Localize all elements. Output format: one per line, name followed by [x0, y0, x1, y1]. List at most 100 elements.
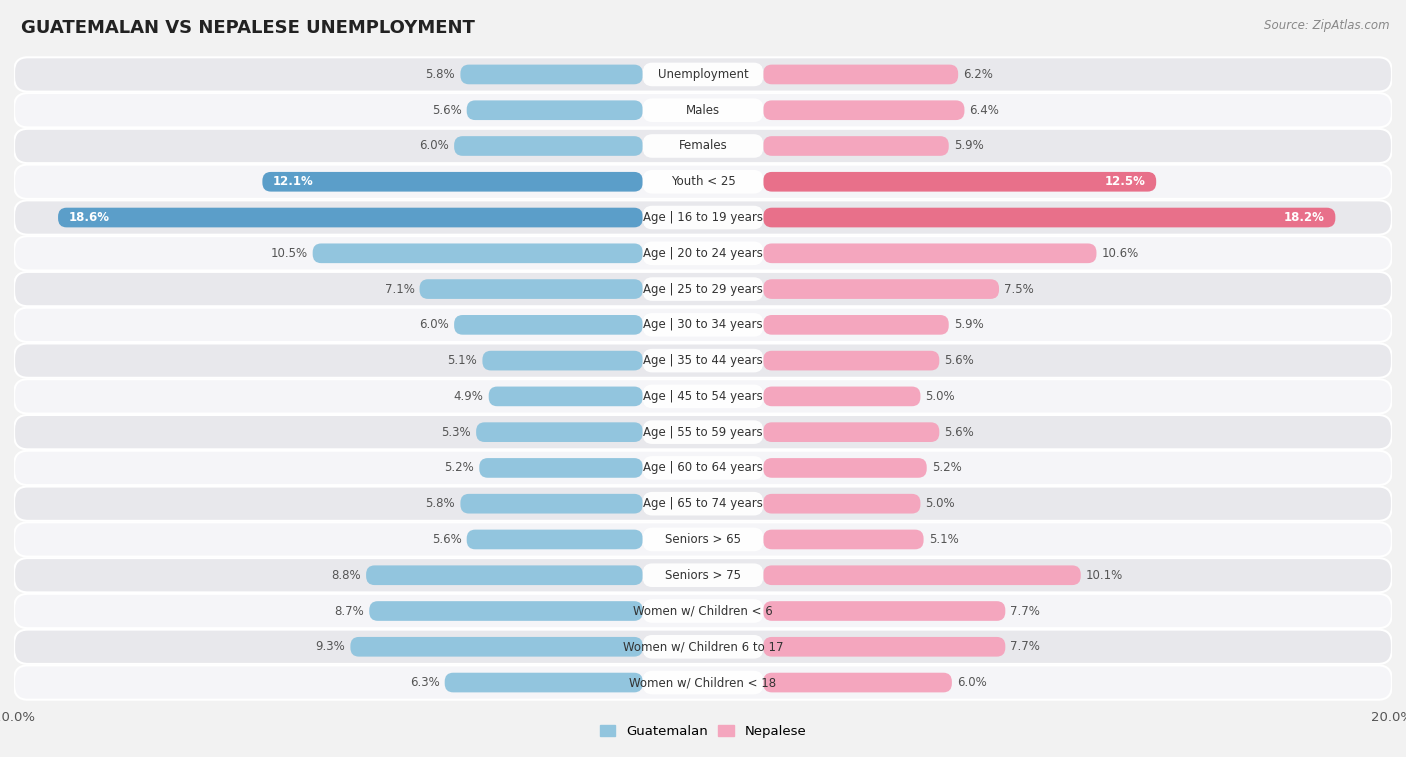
- Text: Age | 30 to 34 years: Age | 30 to 34 years: [643, 319, 763, 332]
- FancyBboxPatch shape: [14, 558, 1392, 593]
- Text: 5.1%: 5.1%: [929, 533, 959, 546]
- FancyBboxPatch shape: [643, 134, 763, 157]
- FancyBboxPatch shape: [460, 494, 643, 513]
- FancyBboxPatch shape: [643, 98, 763, 122]
- FancyBboxPatch shape: [643, 170, 763, 194]
- Text: 5.3%: 5.3%: [441, 425, 471, 438]
- FancyBboxPatch shape: [763, 64, 957, 84]
- Text: 5.9%: 5.9%: [953, 319, 984, 332]
- FancyBboxPatch shape: [14, 236, 1392, 270]
- Text: Age | 55 to 59 years: Age | 55 to 59 years: [643, 425, 763, 438]
- FancyBboxPatch shape: [763, 350, 939, 370]
- Text: Age | 16 to 19 years: Age | 16 to 19 years: [643, 211, 763, 224]
- Text: Seniors > 65: Seniors > 65: [665, 533, 741, 546]
- Text: 6.0%: 6.0%: [957, 676, 987, 689]
- Text: 5.6%: 5.6%: [945, 425, 974, 438]
- FancyBboxPatch shape: [643, 671, 763, 694]
- FancyBboxPatch shape: [643, 241, 763, 265]
- Text: 10.6%: 10.6%: [1102, 247, 1139, 260]
- Text: 5.8%: 5.8%: [426, 497, 456, 510]
- FancyBboxPatch shape: [643, 313, 763, 337]
- Text: 5.0%: 5.0%: [925, 497, 955, 510]
- FancyBboxPatch shape: [454, 315, 643, 335]
- Text: 5.6%: 5.6%: [945, 354, 974, 367]
- FancyBboxPatch shape: [643, 456, 763, 480]
- Text: Age | 25 to 29 years: Age | 25 to 29 years: [643, 282, 763, 295]
- FancyBboxPatch shape: [14, 379, 1392, 413]
- FancyBboxPatch shape: [14, 593, 1392, 628]
- Text: 5.9%: 5.9%: [953, 139, 984, 152]
- Legend: Guatemalan, Nepalese: Guatemalan, Nepalese: [595, 719, 811, 743]
- Text: 7.1%: 7.1%: [384, 282, 415, 295]
- FancyBboxPatch shape: [763, 172, 1156, 192]
- FancyBboxPatch shape: [467, 530, 643, 550]
- FancyBboxPatch shape: [14, 58, 1392, 92]
- FancyBboxPatch shape: [479, 458, 643, 478]
- FancyBboxPatch shape: [14, 93, 1392, 127]
- FancyBboxPatch shape: [14, 630, 1392, 664]
- FancyBboxPatch shape: [763, 244, 1097, 263]
- Text: 6.3%: 6.3%: [409, 676, 440, 689]
- FancyBboxPatch shape: [460, 64, 643, 84]
- Text: Source: ZipAtlas.com: Source: ZipAtlas.com: [1264, 19, 1389, 32]
- Text: 5.6%: 5.6%: [432, 533, 461, 546]
- Text: Age | 45 to 54 years: Age | 45 to 54 years: [643, 390, 763, 403]
- Text: 6.0%: 6.0%: [419, 319, 449, 332]
- Text: 18.2%: 18.2%: [1284, 211, 1324, 224]
- Text: 10.1%: 10.1%: [1085, 569, 1123, 581]
- FancyBboxPatch shape: [643, 528, 763, 551]
- FancyBboxPatch shape: [14, 665, 1392, 699]
- Text: 5.1%: 5.1%: [447, 354, 477, 367]
- FancyBboxPatch shape: [643, 492, 763, 516]
- FancyBboxPatch shape: [370, 601, 643, 621]
- Text: 5.0%: 5.0%: [925, 390, 955, 403]
- FancyBboxPatch shape: [312, 244, 643, 263]
- Text: 7.7%: 7.7%: [1011, 640, 1040, 653]
- Text: 7.7%: 7.7%: [1011, 605, 1040, 618]
- Text: 5.6%: 5.6%: [432, 104, 461, 117]
- FancyBboxPatch shape: [477, 422, 643, 442]
- FancyBboxPatch shape: [444, 673, 643, 693]
- Text: 6.2%: 6.2%: [963, 68, 993, 81]
- FancyBboxPatch shape: [14, 272, 1392, 307]
- FancyBboxPatch shape: [763, 601, 1005, 621]
- FancyBboxPatch shape: [14, 201, 1392, 235]
- FancyBboxPatch shape: [763, 494, 921, 513]
- Text: 6.0%: 6.0%: [419, 139, 449, 152]
- FancyBboxPatch shape: [14, 487, 1392, 521]
- Text: 8.8%: 8.8%: [332, 569, 361, 581]
- Text: 8.7%: 8.7%: [335, 605, 364, 618]
- FancyBboxPatch shape: [763, 530, 924, 550]
- FancyBboxPatch shape: [763, 422, 939, 442]
- FancyBboxPatch shape: [14, 344, 1392, 378]
- Text: Males: Males: [686, 104, 720, 117]
- Text: 5.2%: 5.2%: [932, 462, 962, 475]
- Text: Seniors > 75: Seniors > 75: [665, 569, 741, 581]
- Text: 9.3%: 9.3%: [315, 640, 346, 653]
- FancyBboxPatch shape: [489, 387, 643, 407]
- FancyBboxPatch shape: [366, 565, 643, 585]
- Text: Women w/ Children < 6: Women w/ Children < 6: [633, 605, 773, 618]
- FancyBboxPatch shape: [763, 637, 1005, 656]
- FancyBboxPatch shape: [763, 279, 1000, 299]
- Text: 6.4%: 6.4%: [970, 104, 1000, 117]
- FancyBboxPatch shape: [454, 136, 643, 156]
- FancyBboxPatch shape: [350, 637, 643, 656]
- Text: Age | 65 to 74 years: Age | 65 to 74 years: [643, 497, 763, 510]
- Text: 10.5%: 10.5%: [270, 247, 308, 260]
- Text: Age | 60 to 64 years: Age | 60 to 64 years: [643, 462, 763, 475]
- FancyBboxPatch shape: [763, 315, 949, 335]
- FancyBboxPatch shape: [643, 349, 763, 372]
- FancyBboxPatch shape: [14, 415, 1392, 450]
- Text: Age | 20 to 24 years: Age | 20 to 24 years: [643, 247, 763, 260]
- FancyBboxPatch shape: [14, 522, 1392, 556]
- FancyBboxPatch shape: [643, 277, 763, 301]
- FancyBboxPatch shape: [643, 385, 763, 408]
- FancyBboxPatch shape: [419, 279, 643, 299]
- FancyBboxPatch shape: [14, 450, 1392, 485]
- FancyBboxPatch shape: [643, 63, 763, 86]
- Text: 7.5%: 7.5%: [1004, 282, 1033, 295]
- Text: 5.8%: 5.8%: [426, 68, 456, 81]
- Text: 4.9%: 4.9%: [454, 390, 484, 403]
- Text: Age | 35 to 44 years: Age | 35 to 44 years: [643, 354, 763, 367]
